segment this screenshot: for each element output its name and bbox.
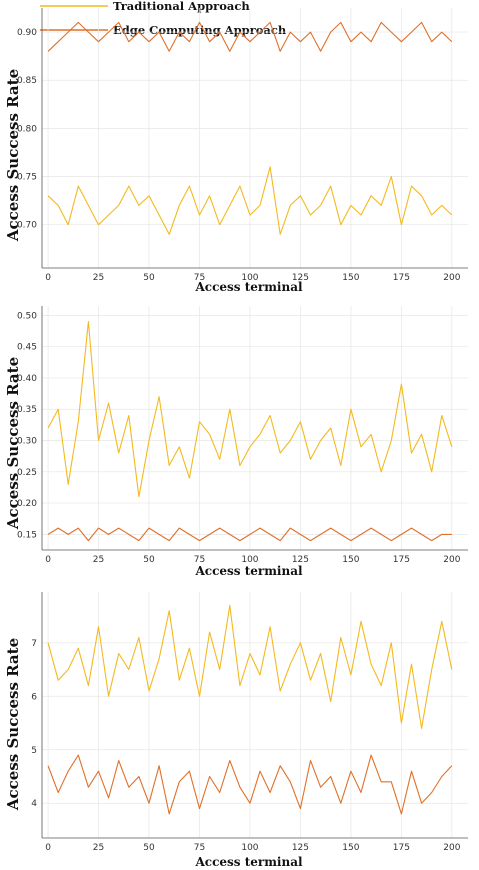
chart-2-x-tick-label: 150 [342, 555, 359, 565]
chart-2-x-axis-title: Access terminal [194, 564, 303, 578]
chart-1-x-axis-title: Access terminal [194, 280, 303, 294]
chart-2-y-tick-label: 0.15 [17, 530, 37, 540]
chart-1-x-tick-label: 125 [292, 273, 309, 283]
chart-3-x-tick-label: 200 [443, 843, 460, 853]
chart-3-x-tick-label: 25 [93, 843, 104, 853]
chart-2-y-tick-label: 0.50 [17, 311, 37, 321]
chart-3-y-tick-label: 4 [31, 799, 37, 809]
chart-3-grid [42, 592, 468, 838]
chart-1-series-traditional-approach [47, 166, 453, 235]
chart-3-svg: 0 25 50 75 100 125 150 175 200 4 5 6 7 Access termin… [4, 592, 468, 869]
chart-1-x-tick-label: 200 [443, 273, 460, 283]
chart-3-y-tick-label: 5 [31, 746, 37, 756]
chart-1-y-tick-label: 0.90 [17, 28, 37, 38]
chart-2-grid [42, 306, 468, 550]
chart-2-svg: 0 25 50 75 100 125 150 175 200 0.15 0.20 0.25 0.30 0.… [4, 306, 468, 578]
chart-2-x-tick-label: 175 [393, 555, 410, 565]
chart-3-x-tick-label: 175 [393, 843, 410, 853]
chart-panel-3: 0 25 50 75 100 125 150 175 200 4 5 6 7 Access termin… [0, 584, 479, 870]
legend-label-edge: Edge Computing Approach [113, 23, 287, 37]
chart-1-series-edge-computing-approach [47, 21, 453, 52]
chart-2-y-tick-label: 0.20 [17, 499, 37, 509]
chart-3-x-tick-label: 100 [241, 843, 258, 853]
chart-2-axes [41, 306, 468, 551]
chart-2-y-tick-label: 0.30 [17, 437, 37, 447]
chart-3-y-tick-label: 6 [31, 692, 37, 702]
chart-1-ticks: 0 25 50 75 100 125 150 175 200 0.70 0.75 0.80 0.85 0.… [17, 28, 461, 283]
chart-1-x-tick-label: 25 [93, 273, 104, 283]
chart-3-series [47, 604, 453, 815]
chart-2-y-tick-label: 0.25 [17, 468, 37, 478]
chart-2-series-traditional-approach [47, 321, 453, 498]
chart-2-x-tick-label: 75 [194, 555, 205, 565]
chart-1-y-axis-title: Access Success Rate [4, 69, 22, 242]
chart-2-x-tick-label: 25 [93, 555, 104, 565]
chart-2-y-tick-label: 0.45 [17, 343, 37, 353]
chart-1-axes [41, 8, 468, 269]
chart-1-x-tick-label: 100 [241, 273, 258, 283]
chart-3-series-edge-computing-approach [47, 754, 453, 815]
chart-1-y-tick-label: 0.85 [17, 76, 37, 86]
chart-panel-1: 0 25 50 75 100 125 150 175 200 0.70 0.75 0.80 0.85 0.… [0, 0, 479, 298]
chart-legend: Traditional Approach Edge Computing Appr… [0, 0, 479, 44]
chart-1-x-tick-label: 175 [393, 273, 410, 283]
chart-2-ticks: 0 25 50 75 100 125 150 175 200 0.15 0.20 0.25 0.30 0.… [17, 311, 461, 565]
chart-3-y-tick-label: 7 [31, 639, 37, 649]
chart-2-y-tick-label: 0.35 [17, 405, 37, 415]
chart-2-x-tick-label: 0 [45, 555, 51, 565]
chart-1-grid [42, 8, 468, 268]
chart-3-x-tick-label: 50 [143, 843, 155, 853]
chart-panel-2: 0 25 50 75 100 125 150 175 200 0.15 0.20 0.25 0.30 0.… [0, 298, 479, 584]
chart-1-y-tick-label: 0.75 [17, 173, 37, 183]
legend-svg: Traditional Approach Edge Computing Appr… [40, 0, 287, 37]
chart-2-x-tick-label: 125 [292, 555, 309, 565]
chart-3-y-axis-title: Access Success Rate [4, 638, 22, 811]
chart-2-y-tick-label: 0.40 [17, 374, 37, 384]
chart-3-x-axis-title: Access terminal [194, 855, 303, 869]
chart-2-series-edge-computing-approach [47, 527, 452, 542]
chart-3-x-tick-label: 125 [292, 843, 309, 853]
chart-3-x-tick-label: 0 [45, 843, 51, 853]
chart-2-x-tick-label: 200 [443, 555, 460, 565]
chart-1-svg: 0 25 50 75 100 125 150 175 200 0.70 0.75 0.80 0.85 0.… [4, 8, 468, 294]
chart-1-y-tick-label: 0.70 [17, 221, 37, 231]
chart-3-ticks: 0 25 50 75 100 125 150 175 200 4 5 6 7 [31, 639, 460, 853]
chart-3-series-traditional-approach [47, 604, 453, 729]
chart-2-series [47, 321, 453, 542]
legend-label-traditional: Traditional Approach [113, 0, 250, 13]
chart-1-series [47, 21, 453, 235]
chart-1-x-tick-label: 50 [143, 273, 155, 283]
chart-2-y-axis-title: Access Success Rate [4, 357, 22, 530]
chart-1-x-tick-label: 0 [45, 273, 51, 283]
chart-1-x-tick-label: 150 [342, 273, 359, 283]
chart-3-axes [41, 592, 468, 839]
chart-3-x-tick-label: 150 [342, 843, 359, 853]
chart-1-y-tick-label: 0.80 [17, 124, 37, 134]
chart-1-x-tick-label: 75 [194, 273, 205, 283]
chart-3-x-tick-label: 75 [194, 843, 205, 853]
chart-2-x-tick-label: 50 [143, 555, 155, 565]
chart-2-x-tick-label: 100 [241, 555, 258, 565]
